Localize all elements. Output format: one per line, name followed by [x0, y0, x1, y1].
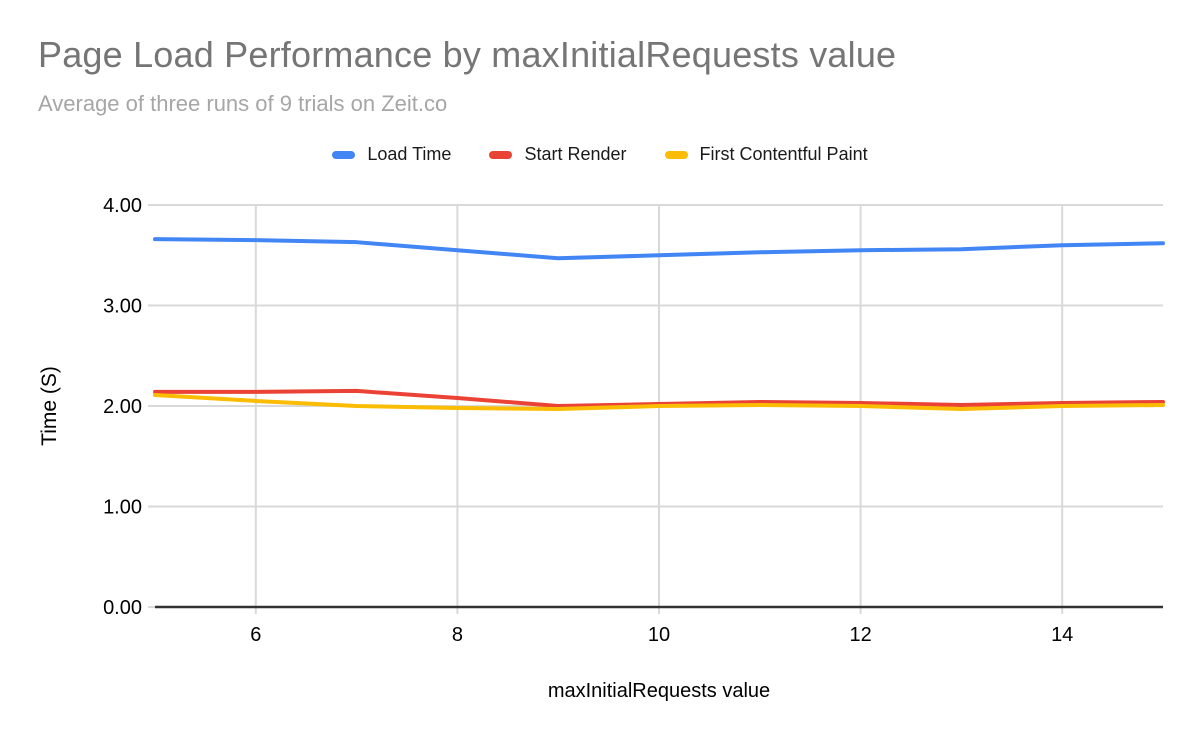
- chart-title: Page Load Performance by maxInitialReque…: [38, 34, 897, 75]
- y-tick-label: 0.00: [103, 597, 142, 619]
- y-axis-title: Time (S): [38, 366, 61, 446]
- y-tick-label: 3.00: [103, 296, 142, 318]
- chart-legend: Load Time Start Render First Contentful Pa…: [0, 144, 1200, 165]
- x-tick-label: 12: [849, 624, 871, 646]
- legend-item-first-contentful-paint: First Contentful Paint: [664, 144, 868, 165]
- x-tick-label: 8: [452, 624, 463, 646]
- series-line-load-time: [153, 237, 1165, 261]
- y-tick-label: 1.00: [103, 497, 142, 519]
- y-tick-label: 2.00: [103, 396, 142, 418]
- legend-label: Start Render: [524, 144, 627, 164]
- series-line-first-contentful-paint: [153, 392, 1165, 412]
- legend-swatch-icon: [489, 150, 513, 159]
- legend-swatch-icon: [664, 150, 688, 159]
- legend-label: First Contentful Paint: [699, 144, 868, 164]
- legend-label: Load Time: [367, 144, 452, 164]
- legend-item-load-time: Load Time: [332, 144, 451, 165]
- x-tick-label: 10: [648, 624, 670, 646]
- x-tick-label: 14: [1051, 624, 1073, 646]
- y-tick-label: 4.00: [103, 195, 142, 217]
- series-line-start-render: [153, 388, 1165, 408]
- legend-item-start-render: Start Render: [489, 144, 627, 165]
- x-tick-label: 6: [250, 624, 261, 646]
- x-axis-title: maxInitialRequests value: [547, 680, 771, 702]
- chart-subtitle: Average of three runs of 9 trials on Zei…: [38, 91, 448, 116]
- legend-swatch-icon: [332, 150, 356, 159]
